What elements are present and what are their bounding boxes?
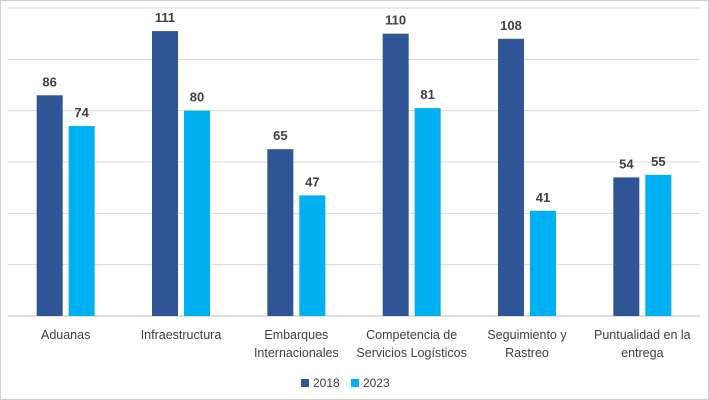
value-label-2018-1: 111	[155, 10, 175, 25]
legend-label-2018: 2018	[313, 376, 340, 390]
value-label-2018-0: 86	[42, 74, 56, 89]
bar-2023-3	[414, 108, 441, 316]
value-label-2018-4: 108	[500, 18, 522, 33]
bar-2023-4	[530, 210, 556, 316]
bar-2018-5	[613, 177, 640, 316]
category-label-4: Seguimiento y Rastreo	[487, 328, 567, 360]
category-label-1: Infraestructura	[141, 328, 222, 342]
category-label-0: Aduanas	[41, 328, 90, 342]
legend: 2018 2023	[301, 376, 390, 390]
value-label-2018-2: 65	[273, 128, 287, 143]
legend-swatch-2018	[301, 379, 309, 387]
value-labels: 86 74 111 80 65 47 110 81 108 41 54 55	[42, 10, 665, 205]
value-label-2023-0: 74	[74, 105, 89, 120]
value-label-2023-5: 55	[651, 154, 665, 169]
bar-2023-1	[184, 110, 210, 317]
bar-2018-1	[152, 31, 178, 316]
category-label-5: Puntualidad en la entrega	[594, 328, 691, 360]
value-label-2018-3: 110	[385, 13, 406, 28]
legend-label-2023: 2023	[363, 376, 390, 390]
value-label-2023-1: 80	[190, 90, 204, 105]
category-label-3: Competencia de Servicios Logísticos	[356, 328, 466, 360]
bar-2023-5	[645, 174, 672, 316]
bar-2023-0	[68, 126, 95, 316]
category-labels: Aduanas Infraestructura Embarques Internaci…	[41, 328, 691, 360]
value-label-2023-4: 41	[536, 190, 550, 205]
bar-2023-2	[299, 195, 326, 316]
bar-2018-3	[382, 33, 409, 317]
bar-2018-2	[267, 149, 294, 316]
legend-swatch-2023	[351, 379, 359, 387]
category-label-2: Embarques Internacionales	[254, 328, 339, 360]
bar-2018-0	[36, 95, 63, 317]
bars	[36, 31, 672, 317]
bar-2018-4	[498, 38, 524, 317]
value-label-2023-2: 47	[305, 174, 319, 189]
value-label-2023-3: 81	[420, 87, 434, 102]
gridlines	[8, 7, 700, 317]
value-label-2018-5: 54	[619, 156, 634, 171]
